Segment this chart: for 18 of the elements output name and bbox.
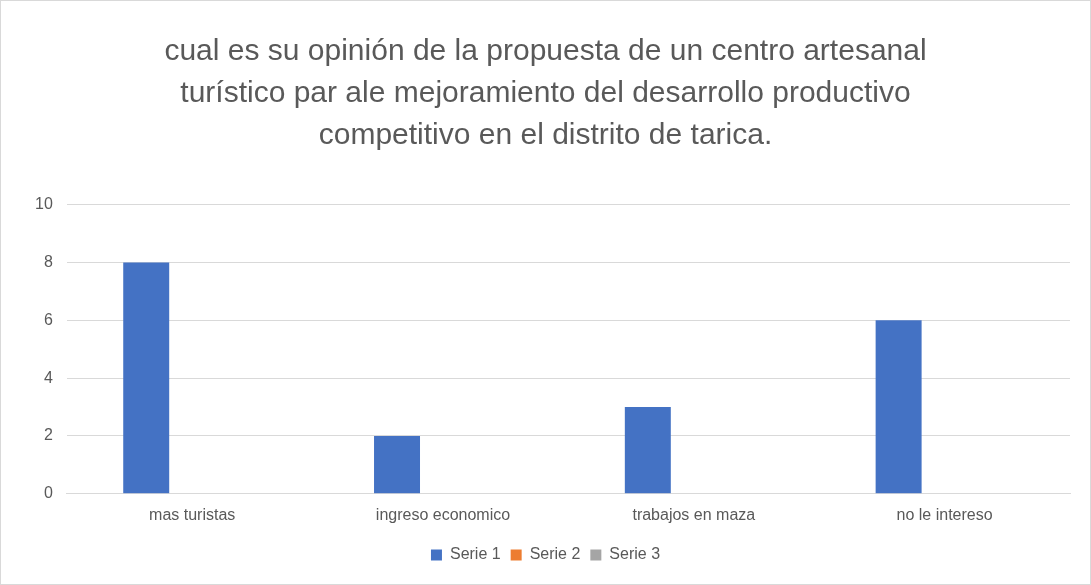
x-tick-label: no le intereso bbox=[896, 505, 993, 523]
x-tick-label: ingreso economico bbox=[375, 505, 511, 523]
bar bbox=[123, 262, 170, 494]
legend-label: Serie 1 bbox=[449, 545, 501, 563]
bar bbox=[875, 320, 922, 494]
y-tick-label: 8 bbox=[43, 252, 53, 270]
bar bbox=[624, 407, 671, 494]
y-tick-label: 4 bbox=[43, 368, 53, 386]
legend-label: Serie 3 bbox=[609, 545, 661, 563]
y-tick-label: 2 bbox=[43, 426, 53, 444]
x-tick-label: mas turistas bbox=[149, 505, 236, 523]
y-tick-label: 0 bbox=[43, 484, 53, 502]
y-tick-label: 6 bbox=[43, 310, 53, 328]
bar bbox=[374, 435, 421, 494]
y-tick-label: 10 bbox=[35, 195, 53, 213]
x-tick-label: trabajos en maza bbox=[632, 505, 756, 523]
chart-title: cual es su opinión de la propuesta de un centro artesanal turístico par ale mejoramiento del desarrollo productivo competitivo en el distrito de tarica. bbox=[163, 32, 928, 152]
legend-label: Serie 2 bbox=[529, 545, 581, 563]
